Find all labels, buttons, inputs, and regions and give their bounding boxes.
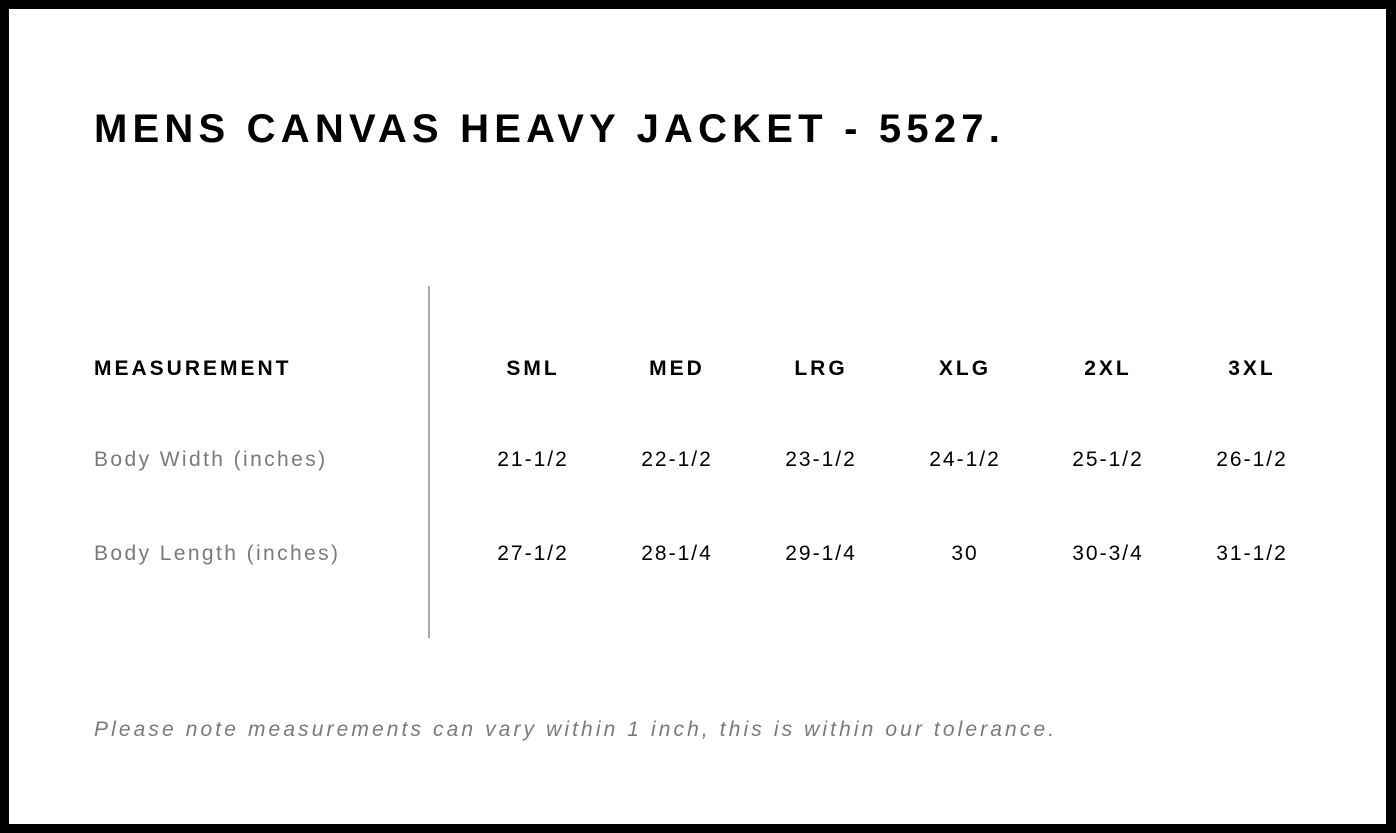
table-cell: 24-1/2 xyxy=(929,448,1001,471)
table-cell: 30 xyxy=(951,542,979,565)
table-cell: 29-1/4 xyxy=(785,542,857,565)
table-cell: 26-1/2 xyxy=(1216,448,1288,471)
size-header: XLG xyxy=(938,357,992,380)
size-header: LRG xyxy=(794,357,848,380)
page-title: MENS CANVAS HEAVY JACKET - 5527. xyxy=(94,107,1006,151)
column-divider xyxy=(428,286,430,638)
table-cell: 23-1/2 xyxy=(785,448,857,471)
measurement-header: MEASUREMENT xyxy=(94,357,292,380)
size-header: 3XL xyxy=(1228,357,1276,380)
table-cell: 28-1/4 xyxy=(641,542,713,565)
table-cell: 30-3/4 xyxy=(1072,542,1144,565)
row-label: Body Width (inches) xyxy=(94,448,328,471)
size-header: SML xyxy=(506,357,560,380)
table-cell: 27-1/2 xyxy=(497,542,569,565)
size-header: 2XL xyxy=(1084,357,1132,380)
table-cell: 31-1/2 xyxy=(1216,542,1288,565)
table-cell: 21-1/2 xyxy=(497,448,569,471)
table-cell: 25-1/2 xyxy=(1072,448,1144,471)
row-label: Body Length (inches) xyxy=(94,542,341,565)
size-header: MED xyxy=(649,357,705,380)
tolerance-note: Please note measurements can vary within… xyxy=(94,718,1058,741)
size-chart-card: MENS CANVAS HEAVY JACKET - 5527. MEASURE… xyxy=(9,9,1386,824)
table-cell: 22-1/2 xyxy=(641,448,713,471)
